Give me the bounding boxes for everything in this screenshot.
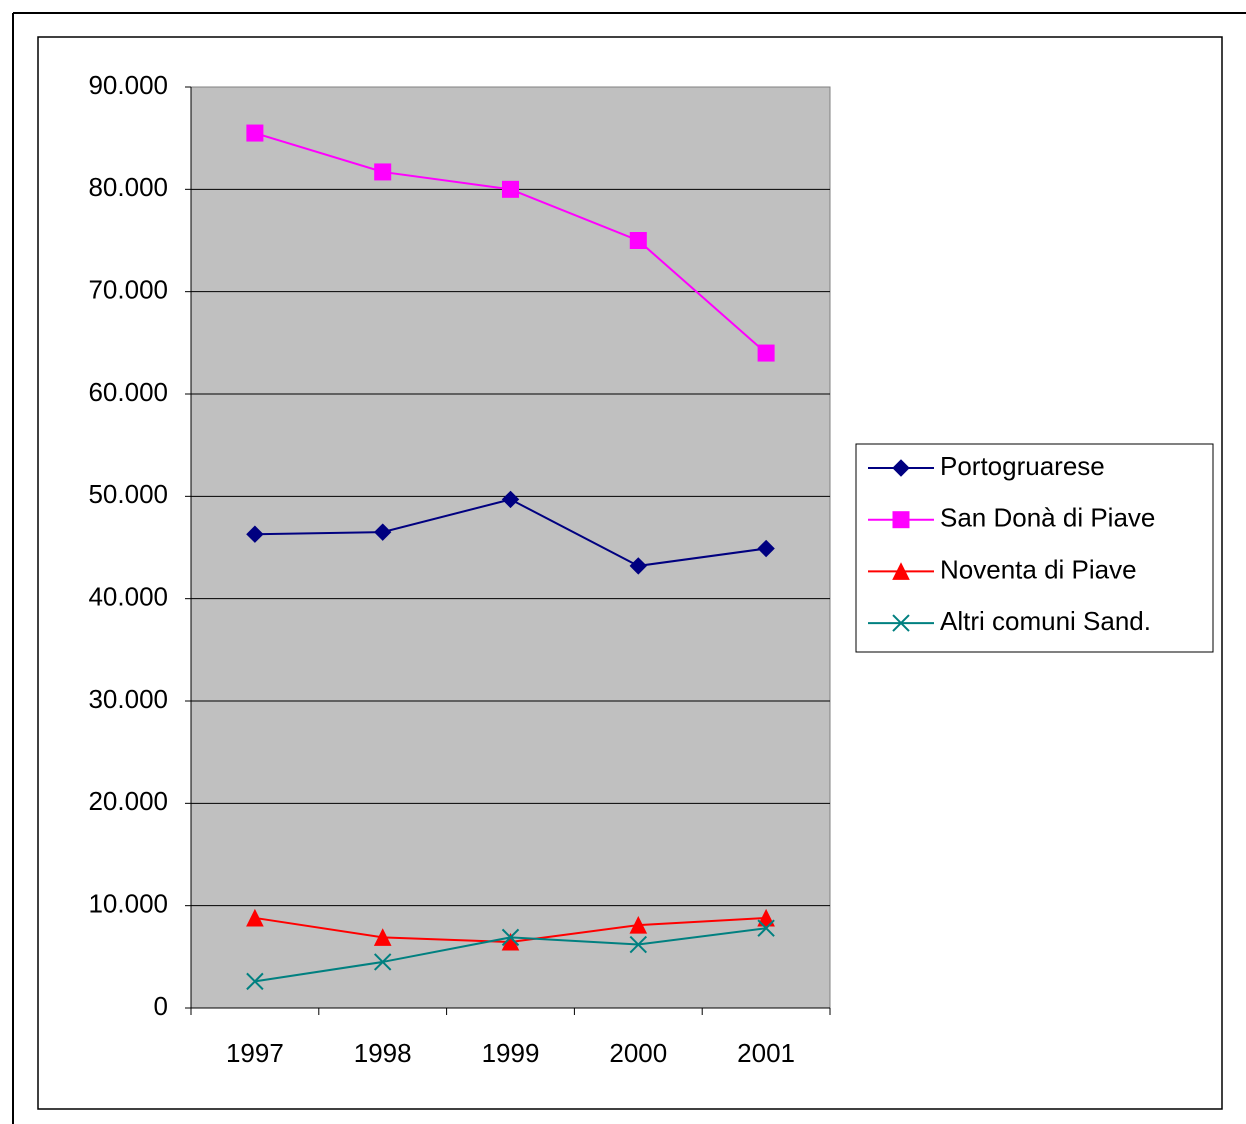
legend-label: Altri comuni Sand.	[940, 606, 1151, 636]
marker	[501, 490, 520, 509]
legend-label: San Donà di Piave	[940, 503, 1155, 533]
legend-marker	[892, 614, 910, 632]
marker	[757, 919, 775, 937]
y-tick-label: 30.000	[88, 684, 168, 714]
marker	[502, 180, 519, 198]
marker	[757, 539, 775, 558]
marker	[246, 525, 264, 543]
marker	[246, 972, 264, 991]
y-tick-label: 20.000	[88, 786, 168, 816]
x-tick-label: 2001	[737, 1038, 795, 1068]
marker	[629, 915, 648, 934]
marker	[373, 928, 392, 946]
legend-label: Noventa di Piave	[940, 554, 1137, 584]
legend-marker	[892, 562, 910, 580]
marker	[629, 935, 648, 954]
y-tick-label: 90.000	[88, 70, 168, 100]
legend-marker	[892, 511, 910, 529]
y-tick-label: 0	[154, 991, 168, 1021]
marker	[629, 232, 647, 249]
x-tick-label: 1999	[482, 1038, 540, 1068]
legend-label: Portogruarese	[940, 451, 1105, 481]
y-tick-label: 70.000	[88, 275, 168, 305]
marker	[246, 124, 264, 142]
marker	[757, 344, 775, 362]
marker	[246, 908, 264, 927]
marker	[373, 953, 392, 971]
plot-area	[190, 86, 831, 1009]
y-tick-label: 40.000	[88, 582, 168, 612]
y-tick-label: 80.000	[88, 172, 168, 202]
marker	[373, 523, 392, 541]
marker	[374, 163, 392, 181]
y-tick-label: 10.000	[88, 889, 168, 919]
y-tick-label: 60.000	[88, 377, 168, 407]
marker	[501, 928, 520, 947]
legend-marker	[892, 459, 910, 477]
x-tick-label: 2000	[609, 1038, 667, 1068]
marker	[757, 908, 775, 927]
x-tick-label: 1997	[226, 1038, 284, 1068]
x-tick-label: 1998	[354, 1038, 412, 1068]
legend	[855, 443, 1214, 653]
marker	[629, 557, 648, 575]
y-tick-label: 50.000	[88, 479, 168, 509]
